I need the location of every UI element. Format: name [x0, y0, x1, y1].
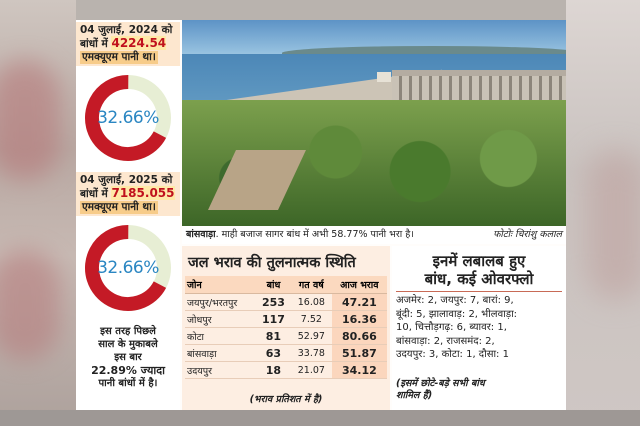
blurred-background-left [0, 0, 76, 426]
list-item: 10, चित्तौड़गढ़: 6, ब्यावर: 1, [396, 322, 507, 333]
overflow-panel: इनमें लबालब हुए बांध, कई ओवरफ्लो अजमेर: … [392, 246, 566, 410]
table-footnote: (भराव प्रतिशत में है) [249, 394, 323, 405]
comparison-table-box: जल भराव की तुलनात्मक स्थिति जोन बांध गत … [182, 246, 390, 410]
comparison-note: इस तरह पिछले साल के मुकाबले इस बार 22.89… [76, 325, 180, 390]
stat-2025-date: 04 जुलाई, 2025 को [80, 174, 173, 186]
table-row: जयपुर/भरतपुर 253 16.08 47.21 [185, 293, 387, 311]
donut-chart-2024: 32.66% [82, 72, 174, 164]
caption-text: . माही बजाज सागर बांध में अभी 58.77% पान… [215, 229, 414, 240]
comparison-percent: 22.89% ज्यादा [91, 364, 165, 377]
table-row: जोधपुर 117 7.52 16.36 [185, 310, 387, 328]
col-header-last-year: गत वर्ष [291, 276, 332, 294]
stat-2024-value: 4224.54 [111, 36, 167, 50]
divider [396, 291, 562, 292]
col-header-dams: बांध [255, 276, 292, 294]
newspaper-clipping: 04 जुलाई, 2024 को बांधों में 4224.54 एमक… [76, 20, 566, 410]
overflow-note: (इसमें छोटे-बड़े सभी बांध शामिल हैं) [396, 378, 485, 401]
photo-caption: बांसवाड़ा. माही बजाज सागर बांध में अभी 5… [182, 226, 566, 244]
stats-column: 04 जुलाई, 2024 को बांधों में 4224.54 एमक… [76, 20, 180, 410]
stat-2025-unit: एमक्यूएम पानी था। [80, 201, 158, 214]
list-item: बांसवाड़ा: 2, राजसमंद: 2, [396, 335, 495, 347]
overflow-title: इनमें लबालब हुए बांध, कई ओवरफ्लो [424, 252, 534, 288]
donut-chart-2025: 32.66% [82, 222, 174, 314]
caption-place: बांसवाड़ा [186, 229, 216, 240]
stat-2025-box: 04 जुलाई, 2025 को बांधों में 7185.055 एम… [76, 172, 180, 216]
stat-2025-value: 7185.055 [111, 186, 175, 200]
stat-2024-box: 04 जुलाई, 2024 को बांधों में 4224.54 एमक… [76, 22, 180, 66]
list-item: बूंदी: 5, झालावाड़: 2, भीलवाड़ा: [396, 308, 518, 320]
list-item: उदयपुर: 3, कोटा: 1, दौसा: 1 [396, 349, 509, 360]
stat-2024-unit: एमक्यूएम पानी था। [80, 51, 158, 64]
donut-2025-label: 32.66% [97, 258, 159, 278]
stat-2025-prefix: बांधों में [80, 188, 108, 200]
donut-arc [85, 75, 171, 161]
dam-photo [182, 20, 566, 226]
list-item: अजमेर: 2, जयपुर: 7, बारां: 9, [396, 295, 514, 306]
stat-2024-prefix: बांधों में [80, 38, 108, 50]
photo-credit: फोटोः चिरांशु कलाल [493, 229, 562, 240]
stat-2024-date: 04 जुलाई, 2024 को [80, 24, 173, 36]
table-title: जल भराव की तुलनात्मक स्थिति [188, 255, 356, 271]
table-row: कोटा 81 52.97 80.66 [185, 327, 387, 345]
overflow-list: अजमेर: 2, जयपुर: 7, बारां: 9, बूंदी: 5, … [396, 294, 564, 362]
background-strip [0, 410, 640, 426]
blurred-background-right [566, 0, 640, 426]
col-header-today: आज भराव [331, 276, 387, 294]
comparison-table: जोन बांध गत वर्ष आज भराव जयपुर/भरतपुर 253… [185, 276, 387, 379]
donut-2024-label: 32.66% [97, 108, 159, 128]
col-header-zone: जोन [185, 276, 256, 294]
table-row: बांसवाड़ा 63 33.78 51.87 [185, 344, 387, 362]
table-row: उदयपुर 18 21.07 34.12 [185, 361, 387, 379]
